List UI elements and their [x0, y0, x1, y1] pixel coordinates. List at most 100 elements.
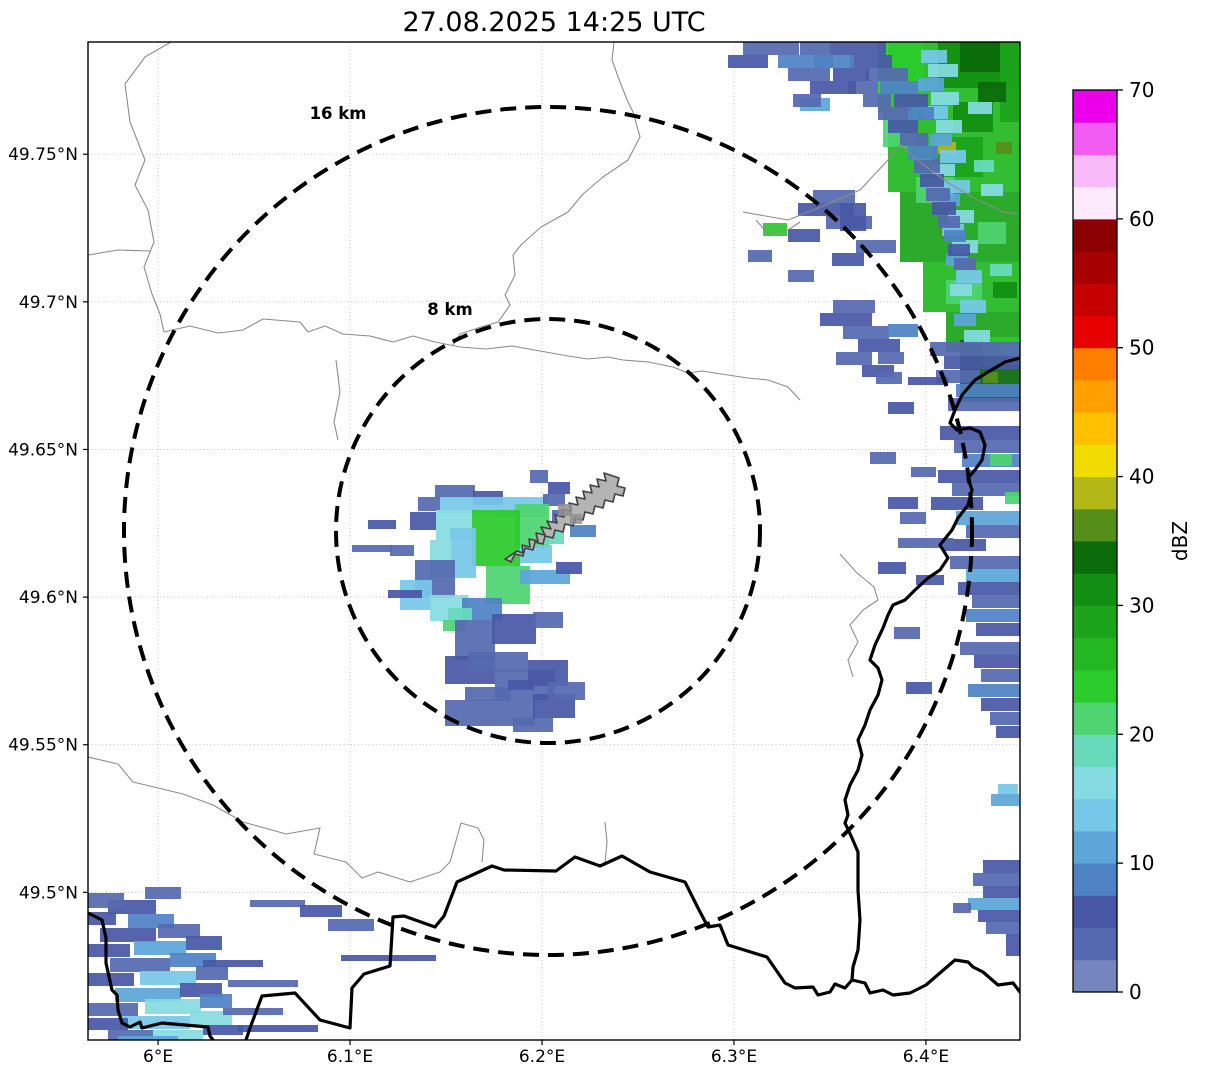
radar-cell	[410, 512, 436, 530]
radar-cell	[1006, 934, 1020, 956]
radar-cell	[906, 682, 932, 694]
radar-cell	[944, 539, 986, 551]
radar-cell	[900, 512, 926, 524]
colorbar-band	[1073, 573, 1117, 606]
axis-ticks	[83, 153, 927, 1045]
radar-cell	[960, 300, 986, 313]
colorbar-band	[1073, 830, 1117, 864]
radar-cell	[991, 794, 1019, 806]
radar-cell	[878, 107, 912, 120]
radar-cell	[793, 94, 821, 107]
radar-cell	[931, 92, 959, 105]
airport-polygon	[504, 472, 626, 563]
radar-cell	[993, 282, 1017, 298]
x-tick-label: 6°E	[143, 1047, 173, 1067]
radar-cell	[948, 398, 1020, 411]
radar-cell	[996, 142, 1012, 154]
radar-cell	[748, 250, 772, 262]
radar-cell	[440, 497, 495, 513]
airport-outline	[504, 472, 626, 563]
x-tick-label: 6.2°E	[519, 1047, 565, 1067]
radar-cell	[900, 133, 928, 146]
airport-patch	[570, 514, 582, 524]
radar-cell	[390, 545, 414, 556]
admin-boundary-layer	[88, 42, 1020, 883]
colorbar-band	[1073, 927, 1117, 961]
radar-cell	[966, 609, 1020, 622]
colorbar-band	[1073, 315, 1117, 349]
radar-cell	[888, 324, 918, 337]
radar-cell	[956, 270, 982, 283]
radar-cell	[788, 270, 814, 282]
radar-cell	[928, 64, 958, 77]
radar-cell	[953, 903, 971, 913]
radar-cell	[1005, 492, 1020, 504]
radar-cell	[908, 377, 948, 385]
radar-cell	[888, 497, 918, 509]
radar-cell	[300, 905, 342, 917]
radar-cell	[186, 936, 222, 950]
radar-cell	[788, 68, 830, 81]
radar-cell	[115, 988, 181, 1002]
colorbar-band	[1073, 444, 1117, 478]
radar-cell	[492, 614, 536, 644]
radar-cell	[908, 146, 938, 159]
radar-cell	[968, 898, 1020, 910]
radar-cell	[974, 655, 1020, 668]
colorbar-band	[1073, 605, 1117, 639]
radar-cell	[973, 873, 1020, 886]
radar-cell	[850, 55, 892, 68]
colorbar-band	[1073, 476, 1117, 510]
radar-cell	[964, 330, 990, 343]
range-ring	[334, 317, 762, 745]
radar-cell	[530, 470, 548, 483]
map-panel: 8 km 16 km	[83, 41, 1021, 1045]
radar-cell	[990, 454, 1012, 466]
admin-boundary	[124, 42, 172, 333]
radar-cell	[228, 980, 298, 987]
colorbar-band	[1073, 90, 1117, 123]
radar-cell	[976, 623, 1020, 636]
radar-cell	[990, 712, 1020, 725]
radar-cell	[981, 698, 1020, 711]
radar-cell	[88, 893, 124, 908]
radar-cell	[418, 497, 440, 511]
radar-cell	[88, 944, 130, 957]
radar-cell	[888, 402, 914, 414]
admin-boundary	[88, 756, 485, 883]
radar-cell	[120, 1016, 190, 1029]
radar-cell	[898, 538, 953, 548]
y-tick-label: 49.5°N	[19, 883, 78, 903]
radar-cell	[972, 595, 1020, 608]
y-axis-labels: 49.75°N 49.7°N 49.65°N 49.6°N 49.55°N 49.5°N	[8, 145, 78, 903]
radar-cell	[108, 1030, 153, 1040]
radar-cell	[528, 660, 568, 686]
radar-cell	[932, 202, 956, 215]
radar-cell	[954, 258, 976, 270]
radar-cell	[153, 1030, 203, 1040]
radar-cell	[940, 150, 966, 163]
radar-cell	[978, 910, 1020, 922]
radar-cell	[944, 180, 970, 193]
radar-cell	[956, 511, 1020, 525]
radar-cell	[203, 960, 263, 967]
radar-cell	[341, 955, 436, 961]
country-border-layer	[88, 356, 1020, 1040]
radar-cell	[250, 900, 305, 907]
radar-cell	[570, 525, 596, 537]
radar-cell	[840, 203, 866, 231]
radar-cell	[981, 184, 1003, 196]
radar-cell	[533, 612, 563, 628]
radar-cell	[978, 222, 1006, 244]
radar-cell	[833, 68, 869, 81]
range-ring	[122, 105, 974, 957]
range-rings	[122, 105, 974, 957]
colorbar-tick-label: 10	[1129, 851, 1154, 875]
radar-cell	[944, 230, 966, 242]
radar-cell	[548, 682, 585, 700]
colorbar-tick-label: 0	[1129, 980, 1142, 1004]
admin-boundary	[567, 42, 641, 213]
radar-cell	[921, 50, 947, 63]
